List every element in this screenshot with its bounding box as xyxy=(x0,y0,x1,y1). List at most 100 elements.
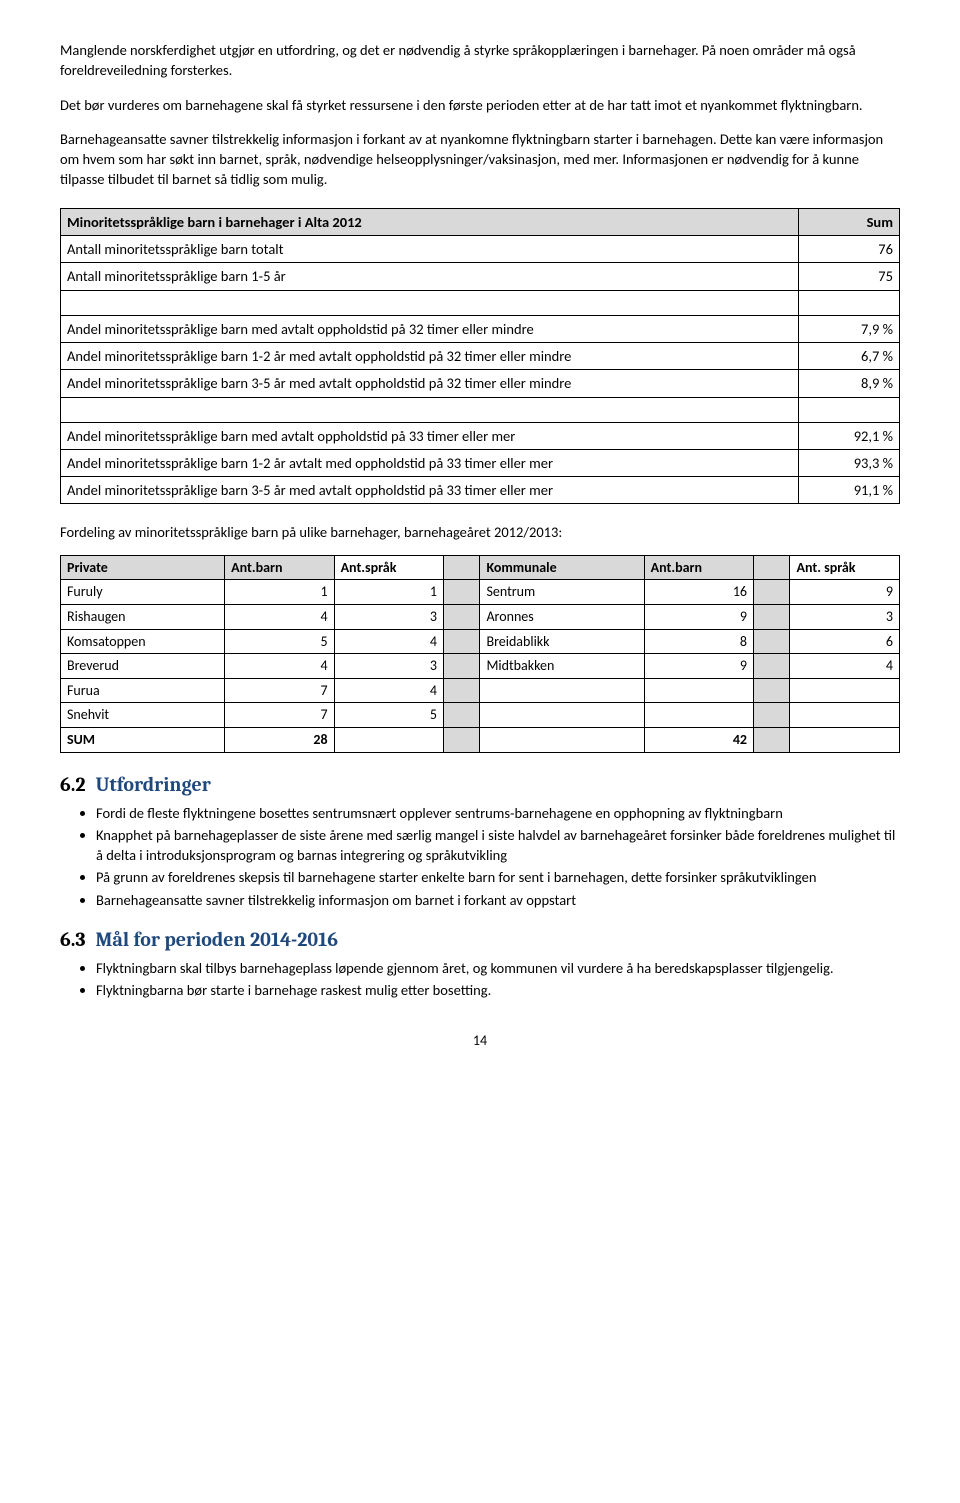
cell-gap xyxy=(754,727,790,752)
table-row: Andel minoritetsspråklige barn 1-2 år me… xyxy=(61,342,900,369)
cell-gap xyxy=(444,629,480,654)
row-value: 6,7 % xyxy=(799,342,900,369)
cell-gap xyxy=(444,703,480,728)
cell-gap xyxy=(754,629,790,654)
cell: Breverud xyxy=(61,654,225,679)
paragraph-2: Det bør vurderes om barnehagene skal få … xyxy=(60,95,900,115)
cell: 9 xyxy=(790,580,900,605)
cell-gap xyxy=(444,654,480,679)
heading-number: 6.3 xyxy=(60,928,86,951)
cell-gap xyxy=(444,604,480,629)
row-label: Andel minoritetsspråklige barn 3-5 år me… xyxy=(61,370,799,397)
cell: 16 xyxy=(644,580,753,605)
cell xyxy=(644,678,753,703)
table-row: Andel minoritetsspråklige barn 1-2 år av… xyxy=(61,449,900,476)
cell: Rishaugen xyxy=(61,604,225,629)
list-item: Knapphet på barnehageplasser de siste år… xyxy=(96,825,900,866)
list-item: Barnehageansatte savner tilstrekkelig in… xyxy=(96,890,900,910)
list-item: Fordi de fleste flyktningene bosettes se… xyxy=(96,803,900,823)
cell: 4 xyxy=(790,654,900,679)
sum-value: 42 xyxy=(644,727,753,752)
bullets-6-2: Fordi de fleste flyktningene bosettes se… xyxy=(60,803,900,910)
row-value: 7,9 % xyxy=(799,315,900,342)
table-row: Andel minoritetsspråklige barn med avtal… xyxy=(61,422,900,449)
row-value: 93,3 % xyxy=(799,449,900,476)
cell: 9 xyxy=(644,654,753,679)
cell-gap xyxy=(754,580,790,605)
cell-gap xyxy=(754,678,790,703)
list-item: På grunn av foreldrenes skepsis til barn… xyxy=(96,867,900,887)
cell xyxy=(790,703,900,728)
row-label: Antall minoritetsspråklige barn 1-5 år xyxy=(61,263,799,290)
cell: 1 xyxy=(334,580,443,605)
row-value: 76 xyxy=(799,236,900,263)
sum-label: SUM xyxy=(61,727,225,752)
cell: 4 xyxy=(225,604,334,629)
table-row: Antall minoritetsspråklige barn totalt 7… xyxy=(61,236,900,263)
sum-value xyxy=(790,727,900,752)
table-spacer xyxy=(61,397,900,422)
heading-number: 6.2 xyxy=(60,773,86,796)
paragraph-3: Barnehageansatte savner tilstrekkelig in… xyxy=(60,129,900,190)
table-row: Andel minoritetsspråklige barn 3-5 år me… xyxy=(61,477,900,504)
cell: 5 xyxy=(225,629,334,654)
stats-table: Minoritetsspråklige barn i barnehager i … xyxy=(60,208,900,505)
page-number: 14 xyxy=(60,1031,900,1051)
list-item: Flyktningbarna bør starte i barnehage ra… xyxy=(96,980,900,1000)
cell: 4 xyxy=(334,629,443,654)
table-header-sum: Sum xyxy=(799,208,900,235)
dist-row: Furuly 1 1 Sentrum 16 9 xyxy=(61,580,900,605)
cell xyxy=(480,703,644,728)
cell xyxy=(644,703,753,728)
hdr-antbarn2: Ant.barn xyxy=(644,555,753,580)
hdr-gap xyxy=(444,555,480,580)
row-value: 91,1 % xyxy=(799,477,900,504)
sum-value xyxy=(334,727,443,752)
cell-gap xyxy=(444,678,480,703)
distribution-table: Private Ant.barn Ant.språk Kommunale Ant… xyxy=(60,555,900,753)
cell-gap xyxy=(754,654,790,679)
cell: 5 xyxy=(334,703,443,728)
cell: 7 xyxy=(225,703,334,728)
cell: 3 xyxy=(334,604,443,629)
row-label: Andel minoritetsspråklige barn med avtal… xyxy=(61,315,799,342)
heading-6-3: 6.3Mål for perioden 2014-2016 xyxy=(60,926,900,954)
cell: Snehvit xyxy=(61,703,225,728)
row-value: 75 xyxy=(799,263,900,290)
row-label: Andel minoritetsspråklige barn 1-2 år av… xyxy=(61,449,799,476)
table-row: Antall minoritetsspråklige barn 1-5 år 7… xyxy=(61,263,900,290)
cell: 7 xyxy=(225,678,334,703)
cell: 6 xyxy=(790,629,900,654)
table-spacer xyxy=(61,290,900,315)
hdr-antspraak: Ant.språk xyxy=(334,555,443,580)
dist-header-row: Private Ant.barn Ant.språk Kommunale Ant… xyxy=(61,555,900,580)
cell: Aronnes xyxy=(480,604,644,629)
dist-row: Furua 7 4 xyxy=(61,678,900,703)
sum-value: 28 xyxy=(225,727,334,752)
heading-6-2: 6.2 Utfordringer xyxy=(60,771,900,799)
table-header-row: Minoritetsspråklige barn i barnehager i … xyxy=(61,208,900,235)
hdr-antbarn: Ant.barn xyxy=(225,555,334,580)
row-value: 8,9 % xyxy=(799,370,900,397)
cell: 3 xyxy=(790,604,900,629)
hdr-kommunale: Kommunale xyxy=(480,555,644,580)
cell: Furua xyxy=(61,678,225,703)
row-label: Antall minoritetsspråklige barn totalt xyxy=(61,236,799,263)
cell: Furuly xyxy=(61,580,225,605)
cell: 8 xyxy=(644,629,753,654)
row-label: Andel minoritetsspråklige barn 3-5 år me… xyxy=(61,477,799,504)
dist-row: Breverud 4 3 Midtbakken 9 4 xyxy=(61,654,900,679)
sum-value xyxy=(480,727,644,752)
heading-title: Utfordringer xyxy=(96,773,211,796)
row-value: 92,1 % xyxy=(799,422,900,449)
dist-row: Komsatoppen 5 4 Breidablikk 8 6 xyxy=(61,629,900,654)
table-row: Andel minoritetsspråklige barn med avtal… xyxy=(61,315,900,342)
paragraph-1: Manglende norskferdighet utgjør en utfor… xyxy=(60,40,900,81)
row-label: Andel minoritetsspråklige barn med avtal… xyxy=(61,422,799,449)
cell-gap xyxy=(754,604,790,629)
cell: Komsatoppen xyxy=(61,629,225,654)
table-row: Andel minoritetsspråklige barn 3-5 år me… xyxy=(61,370,900,397)
cell: 4 xyxy=(225,654,334,679)
hdr-gap2 xyxy=(754,555,790,580)
cell: 4 xyxy=(334,678,443,703)
